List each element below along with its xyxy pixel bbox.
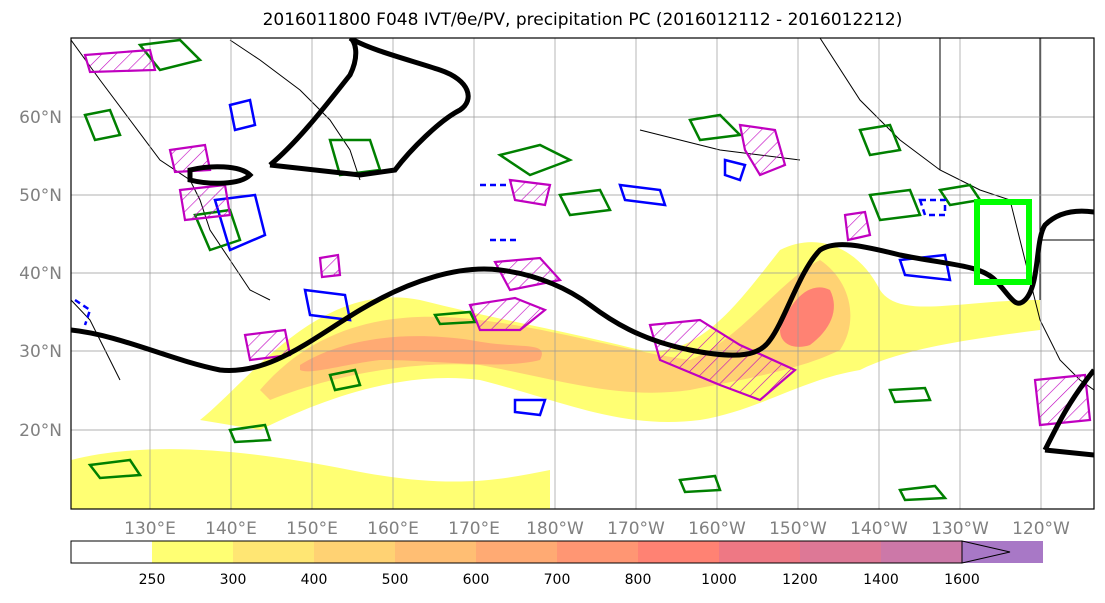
colorbar-tick-label: 800 <box>625 572 652 588</box>
lon-label-120w: 120°W <box>1012 519 1070 539</box>
ivt-blue-contours <box>74 98 952 417</box>
lon-label-170w: 170°W <box>607 519 665 539</box>
theta-e-contour <box>71 38 1094 458</box>
ivt-green-contours <box>83 38 983 502</box>
colorbar-segment <box>800 541 881 563</box>
colorbar-segment <box>719 541 800 563</box>
colorbar-tick-label: 400 <box>301 572 328 588</box>
colorbar-tick-label: 1400 <box>863 572 899 588</box>
colorbar-outline <box>70 540 963 564</box>
colorbar-tick-label: 500 <box>382 572 409 588</box>
colorbar-segment <box>476 541 557 563</box>
lat-label-30n: 30°N <box>19 342 62 362</box>
lon-label-160e: 160°E <box>367 519 419 539</box>
colorbar-segment <box>395 541 476 563</box>
colorbar: 250 300 400 500 600 700 800 1000 1200 1400 1600 <box>70 540 1043 588</box>
lon-label-140e: 140°E <box>205 519 257 539</box>
colorbar-tick-label: 250 <box>139 572 166 588</box>
colorbar-tick-label: 600 <box>463 572 490 588</box>
colorbar-segment <box>881 541 962 563</box>
lon-label-140w: 140°W <box>850 519 908 539</box>
colorbar-segment <box>314 541 395 563</box>
map-plot-area <box>71 38 1094 509</box>
lon-label-170e: 170°E <box>448 519 500 539</box>
colorbar-tick-label: 700 <box>544 572 571 588</box>
colorbar-tick-label: 300 <box>220 572 247 588</box>
colorbar-segment <box>233 541 314 563</box>
lon-label-150e: 150°E <box>286 519 338 539</box>
lon-label-180w: 180°W <box>526 519 584 539</box>
colorbar-tick-label: 1600 <box>944 572 980 588</box>
colorbar-segment <box>152 541 233 563</box>
map-frame <box>70 37 1095 510</box>
map-title: 2016011800 F048 IVT/θe/PV, precipitation… <box>262 10 903 30</box>
lon-label-130e: 130°E <box>124 519 176 539</box>
colorbar-segment <box>638 541 719 563</box>
colorbar-tick-label: 1000 <box>701 572 737 588</box>
target-region-box <box>974 199 1032 285</box>
colorbar-tick-label: 1200 <box>782 572 818 588</box>
lon-label-150w: 150°W <box>769 519 827 539</box>
lon-label-160w: 160°W <box>688 519 746 539</box>
pv-contours <box>83 48 1092 427</box>
lat-label-60n: 60°N <box>19 108 62 128</box>
colorbar-segment <box>557 541 638 563</box>
lat-label-40n: 40°N <box>19 264 62 284</box>
colorbar-segment <box>71 541 152 563</box>
lon-label-130w: 130°W <box>931 519 989 539</box>
lat-label-20n: 20°N <box>19 421 62 441</box>
lat-label-50n: 50°N <box>19 186 62 206</box>
